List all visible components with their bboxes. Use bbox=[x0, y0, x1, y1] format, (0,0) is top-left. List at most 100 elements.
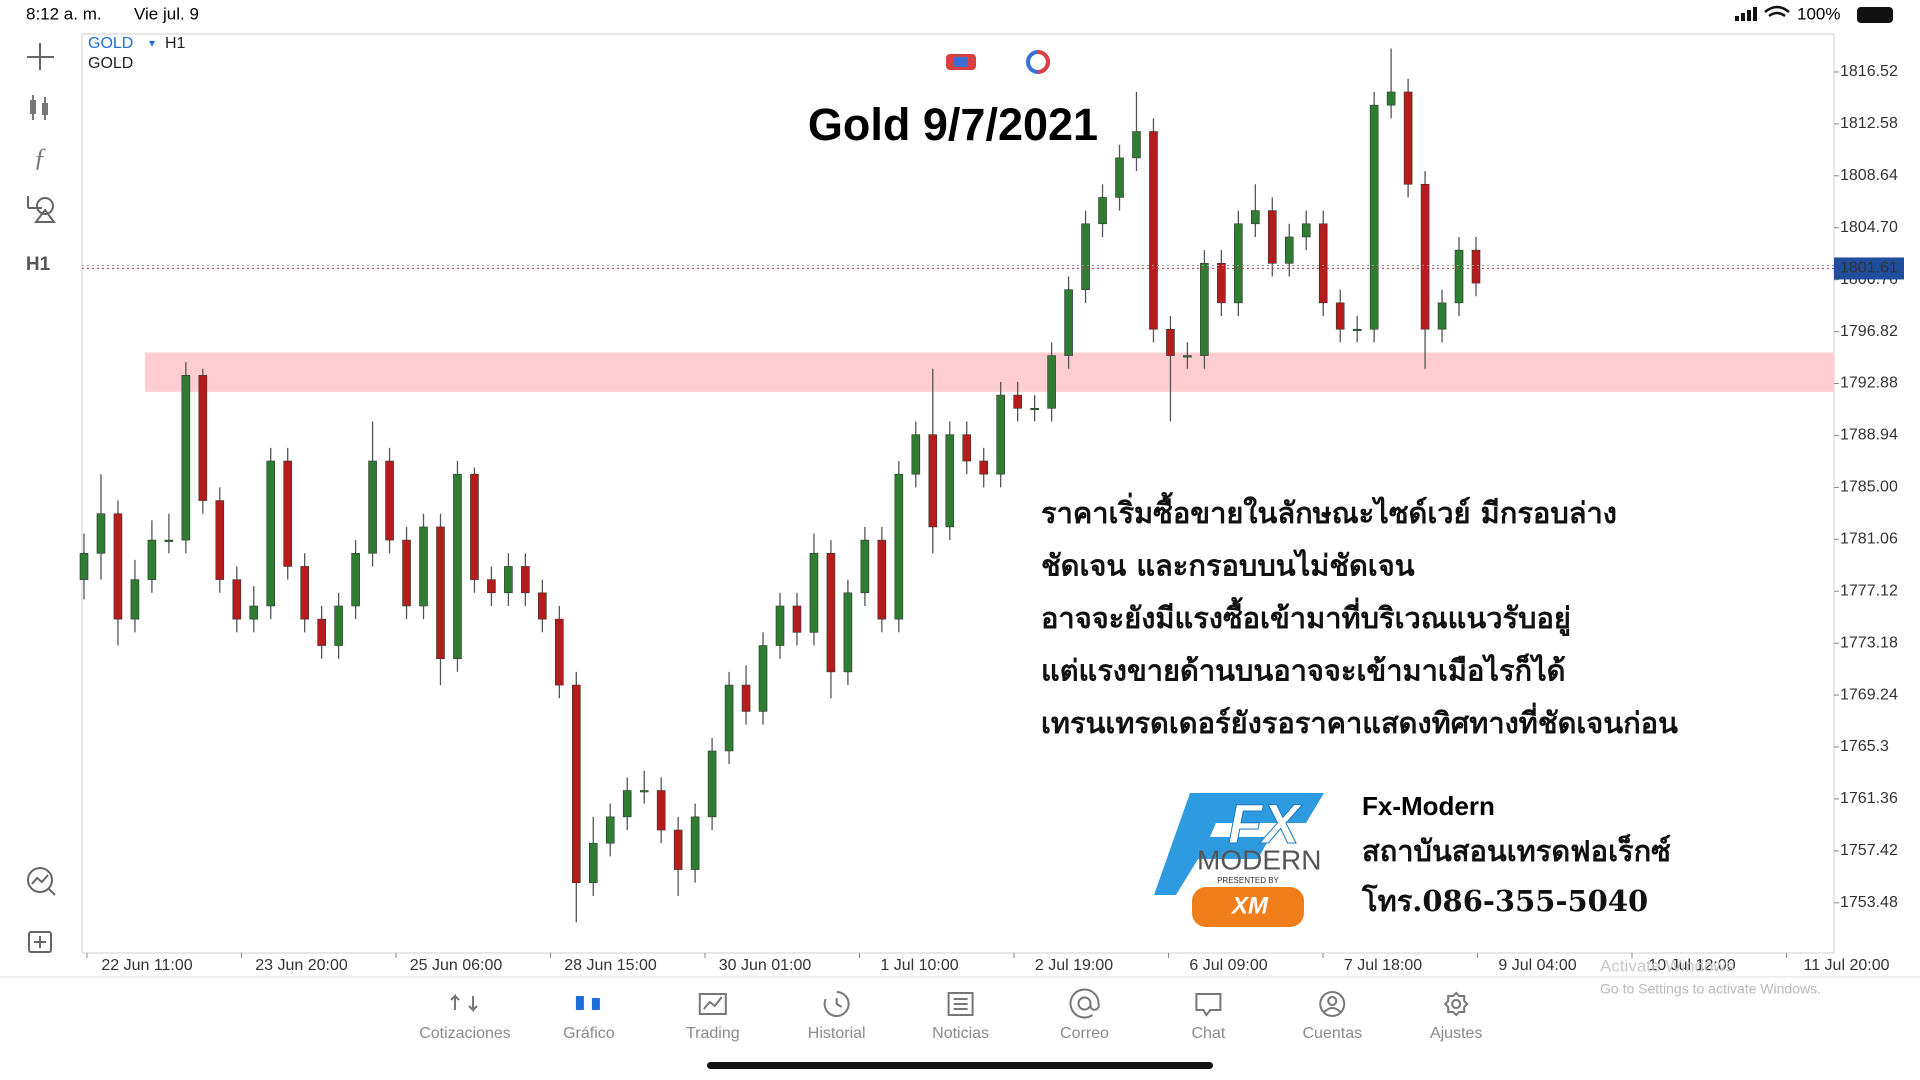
candle-body bbox=[266, 460, 276, 607]
plot-area: 1816.521812.581808.641804.701800.761796.… bbox=[79, 48, 1904, 974]
candle-body bbox=[1335, 302, 1345, 330]
candle-body bbox=[96, 513, 106, 554]
nav-label: Chat bbox=[1192, 1025, 1226, 1042]
x-tick-label: 7 Jul 18:00 bbox=[1344, 957, 1422, 974]
nav-icon bbox=[698, 993, 727, 1015]
nav-label: Correo bbox=[1060, 1025, 1109, 1042]
x-tick-label: 10 Jul 12:00 bbox=[1648, 957, 1735, 974]
candle-body bbox=[351, 552, 360, 607]
candle-body bbox=[402, 539, 411, 607]
logo-xm: XM bbox=[1230, 892, 1269, 919]
nav-item[interactable]: Cuentas bbox=[1303, 991, 1363, 1042]
candle-body bbox=[215, 500, 225, 580]
candle-body bbox=[690, 816, 700, 870]
candle-body bbox=[385, 460, 394, 541]
candle-body bbox=[1251, 210, 1260, 225]
nav-label: Ajustes bbox=[1430, 1025, 1482, 1042]
candle-body bbox=[1318, 223, 1328, 304]
candle-body bbox=[300, 566, 309, 620]
x-tick-label: 30 Jun 01:00 bbox=[719, 957, 812, 974]
nav-item[interactable]: Cotizaciones bbox=[419, 993, 511, 1042]
indicator-tool[interactable] bbox=[30, 95, 48, 120]
candle-body bbox=[656, 790, 666, 831]
candle-body bbox=[1081, 223, 1090, 290]
candle-body bbox=[1420, 183, 1430, 330]
logo-xm-badge bbox=[1192, 887, 1304, 927]
y-tick-label: 1808.64 bbox=[1840, 167, 1898, 184]
candle-body bbox=[911, 434, 921, 475]
candle-body bbox=[79, 552, 89, 580]
candle-body bbox=[249, 605, 259, 620]
nav-item[interactable]: Ajustes bbox=[1430, 991, 1482, 1042]
candle-body bbox=[707, 750, 717, 818]
candle-body bbox=[504, 566, 513, 594]
nav-label: Gráfico bbox=[563, 1025, 615, 1042]
candle-body bbox=[232, 579, 242, 620]
y-tick-label: 1781.06 bbox=[1840, 531, 1898, 548]
y-tick-label: 1792.88 bbox=[1840, 375, 1898, 392]
symbol-arrow[interactable]: ▾ bbox=[149, 36, 155, 50]
candle-body bbox=[1030, 407, 1039, 411]
candle-body bbox=[928, 434, 938, 528]
candle-body bbox=[622, 790, 632, 818]
nav-item[interactable]: Chat bbox=[1192, 993, 1226, 1042]
nav-item[interactable]: Noticias bbox=[932, 992, 989, 1042]
logo-fx: FX bbox=[1228, 792, 1303, 855]
y-tick-label: 1796.82 bbox=[1840, 323, 1898, 340]
nav-item[interactable]: Correo bbox=[1060, 988, 1109, 1043]
nav-icon bbox=[1195, 993, 1222, 1017]
candle-body bbox=[164, 539, 174, 542]
annotation-line: แต่แรงขายด้านบนอาจจะเข้ามาเมือไรก็ได้ bbox=[1041, 653, 1566, 688]
nav-icon bbox=[575, 996, 584, 1010]
x-tick-label: 1 Jul 10:00 bbox=[880, 957, 958, 974]
candle-body bbox=[979, 460, 989, 475]
candle-body bbox=[962, 434, 972, 462]
candle-body bbox=[1132, 131, 1141, 159]
candle-body bbox=[1234, 223, 1243, 304]
candle-body bbox=[198, 375, 208, 501]
nav-label: Historial bbox=[808, 1025, 866, 1042]
candle-body bbox=[1149, 131, 1158, 330]
y-tick-label: 1788.94 bbox=[1840, 427, 1898, 444]
candle-body bbox=[538, 592, 547, 620]
symbol-timeframe: H1 bbox=[165, 35, 186, 52]
nav-icon bbox=[1319, 991, 1346, 1017]
nav-item[interactable]: Trading bbox=[686, 993, 740, 1042]
candle-body bbox=[1183, 355, 1192, 358]
analytics-tool[interactable] bbox=[27, 867, 56, 896]
nav-icon bbox=[591, 998, 600, 1010]
candle-body bbox=[1301, 223, 1311, 238]
y-tick-label: 1804.70 bbox=[1840, 219, 1898, 236]
candle-body bbox=[1403, 91, 1413, 185]
nav-label: Cuentas bbox=[1303, 1025, 1363, 1042]
annotation-line: ชัดเจน และกรอบบนไม่ชัดเจน bbox=[1041, 549, 1415, 583]
candle-body bbox=[673, 829, 683, 870]
candle-body bbox=[809, 552, 819, 633]
x-tick-label: 22 Jun 11:00 bbox=[101, 957, 192, 974]
y-tick-label: 1812.58 bbox=[1840, 115, 1898, 132]
candle-body bbox=[317, 618, 326, 646]
x-tick-label: 9 Jul 04:00 bbox=[1498, 957, 1576, 974]
objects-tool[interactable] bbox=[27, 196, 56, 223]
candle-body bbox=[555, 618, 564, 686]
function-tool[interactable]: ƒ bbox=[34, 143, 47, 172]
candle-body bbox=[521, 566, 530, 594]
candle-body bbox=[741, 684, 751, 712]
trade-buttons[interactable] bbox=[946, 50, 1050, 74]
nav-icon bbox=[1069, 988, 1100, 1019]
crosshair-tool[interactable] bbox=[27, 43, 54, 70]
signal-icon bbox=[1735, 7, 1757, 21]
status-date: Vie jul. 9 bbox=[134, 4, 199, 23]
symbol-name[interactable]: GOLD bbox=[88, 35, 133, 52]
annotation-line: ราคาเริ่มซื้อขายในลักษณะไซด์เวย์ มีกรอบล… bbox=[1041, 491, 1617, 530]
candle-body bbox=[1115, 157, 1124, 198]
brand-thai: สถาบันสอนเทรดฟอเร็กซ์ bbox=[1362, 833, 1671, 868]
candle-body bbox=[130, 579, 140, 620]
nav-item[interactable]: Historial bbox=[808, 991, 866, 1042]
add-window-tool[interactable] bbox=[28, 931, 52, 953]
candle-body bbox=[1352, 328, 1362, 332]
timeframe-button[interactable]: H1 bbox=[26, 254, 51, 275]
price-label-box bbox=[1834, 257, 1904, 280]
nav-item[interactable]: Gráfico bbox=[563, 996, 615, 1042]
